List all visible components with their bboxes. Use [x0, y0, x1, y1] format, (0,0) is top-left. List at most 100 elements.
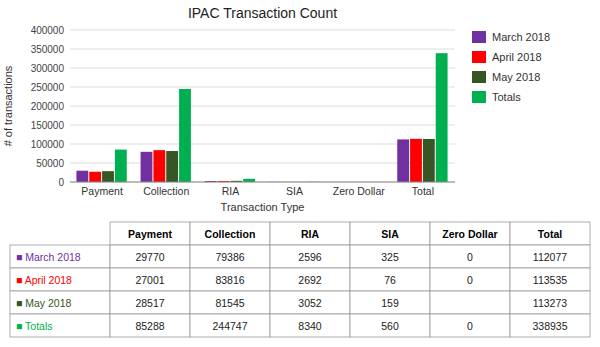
table-header: Total [538, 228, 562, 240]
table-value: 0 [467, 274, 473, 286]
table-cell [430, 268, 510, 291]
grid-line [70, 30, 455, 31]
table-value: 83816 [215, 274, 244, 286]
table-value: 0 [467, 320, 473, 332]
y-tick-label: 250000 [31, 82, 65, 93]
table-cell [190, 268, 270, 291]
grid-line [70, 125, 455, 126]
table-value: 113535 [533, 274, 567, 286]
y-tick-label: 100000 [31, 139, 65, 150]
table-cell [10, 245, 110, 268]
bar [89, 172, 101, 182]
table-value: 112077 [533, 251, 567, 263]
y-axis-label: # of transactions [2, 65, 14, 146]
grid-line [70, 182, 455, 183]
bar [410, 139, 422, 182]
table-value: 85288 [135, 320, 164, 332]
x-tick-label: Total [412, 185, 434, 197]
y-tick-label: 300000 [31, 63, 65, 74]
legend-swatch [472, 51, 486, 63]
table-cell [270, 268, 350, 291]
y-tick-label: 150000 [31, 120, 65, 131]
grid-line [70, 87, 455, 88]
table-cell [10, 291, 110, 314]
bar [153, 150, 165, 182]
table-value: 8340 [298, 320, 322, 332]
table-cell [510, 314, 590, 337]
bar [397, 139, 409, 182]
table-value: 29770 [135, 251, 164, 263]
grid [70, 30, 455, 182]
table-cell [190, 245, 270, 268]
y-tick-label: 0 [58, 177, 64, 188]
table-cell [430, 222, 510, 245]
table-cell [430, 314, 510, 337]
x-axis-label: Transaction Type [221, 201, 305, 213]
x-tick-label: Zero Dollar [333, 185, 385, 197]
table-cell [510, 222, 590, 245]
table-cell [190, 222, 270, 245]
table-cell [110, 291, 190, 314]
table-cell [110, 222, 190, 245]
chart-container: IPAC Transaction Count050000100000150000… [0, 0, 600, 347]
table-value: 27001 [135, 274, 164, 286]
table-value: 244747 [212, 320, 247, 332]
bar [115, 150, 127, 182]
y-tick-label: 50000 [36, 158, 64, 169]
chart-svg: IPAC Transaction Count050000100000150000… [0, 0, 600, 347]
grid-line [70, 106, 455, 107]
table-cell [430, 245, 510, 268]
y-tick-label: 200000 [31, 101, 65, 112]
table-cell [190, 314, 270, 337]
table-cell [270, 222, 350, 245]
table-cell [10, 314, 110, 337]
table-header: SIA [381, 228, 399, 240]
table-cell [270, 291, 350, 314]
table-cell [350, 245, 430, 268]
bar [166, 151, 178, 182]
table-value: 81545 [215, 297, 244, 309]
table-header: RIA [301, 228, 320, 240]
data-table: Payment Collection RIA SIA Zero Dollar Total ■… [10, 222, 590, 337]
table-header: Zero Dollar [442, 228, 497, 240]
table-row-label: ■ Totals [16, 320, 53, 332]
legend-swatch [472, 31, 486, 43]
bar [141, 152, 153, 182]
bar [436, 53, 448, 182]
table-cell [270, 314, 350, 337]
x-axis-line [70, 182, 455, 183]
table-cell [510, 268, 590, 291]
y-tick-label: 400000 [31, 25, 65, 36]
bar [179, 89, 191, 182]
legend-label: Totals [492, 91, 521, 103]
table-value: 2692 [298, 274, 322, 286]
grid-line [70, 68, 455, 69]
legend-swatch [472, 91, 486, 103]
table-cell [350, 314, 430, 337]
table-value: 560 [381, 320, 399, 332]
legend-label: March 2018 [492, 31, 550, 43]
table-value: 76 [384, 274, 396, 286]
table-value: 79386 [215, 251, 244, 263]
table-cell [270, 245, 350, 268]
legend: March 2018April 2018May 2018Totals [472, 31, 550, 103]
table-cell [510, 291, 590, 314]
table-header: Payment [128, 228, 172, 240]
table-value: 28517 [135, 297, 164, 309]
table-cell [430, 291, 510, 314]
bar [76, 171, 88, 182]
grid-line [70, 49, 455, 50]
table-cell [110, 268, 190, 291]
table-cell [350, 291, 430, 314]
table-value: 338935 [532, 320, 567, 332]
table-header: Collection [205, 228, 256, 240]
legend-swatch [472, 71, 486, 83]
table-row-label: ■ April 2018 [16, 274, 72, 286]
table-cell [190, 291, 270, 314]
table-value: 0 [467, 251, 473, 263]
table-row-label: ■ May 2018 [16, 297, 72, 309]
bars [76, 53, 447, 182]
table-cell [510, 245, 590, 268]
table-cell [110, 245, 190, 268]
table-cell [110, 314, 190, 337]
